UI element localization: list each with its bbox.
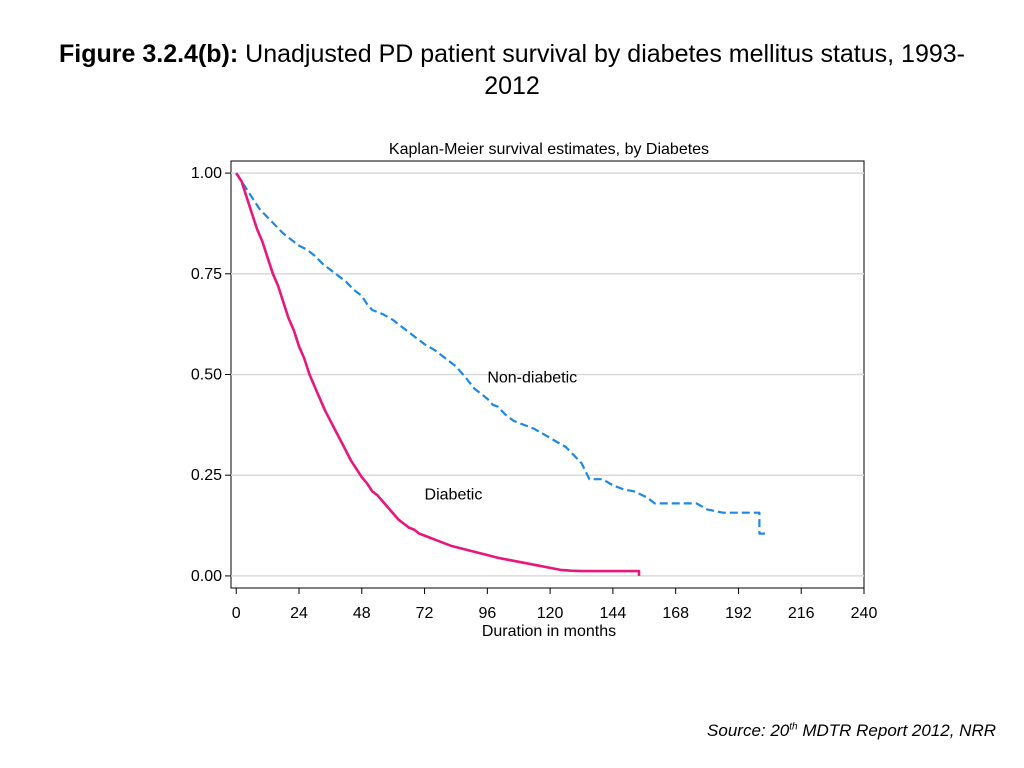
source-note: Source: 20th MDTR Report 2012, NRR (707, 721, 996, 741)
km-survival-chart: 0.00 0.25 0.50 0.75 1.00 0 24 48 72 96 120 144 168 1… (0, 0, 1024, 768)
y-axis: 0.00 0.25 0.50 0.75 1.00 (191, 165, 231, 585)
x-tick-label: 72 (416, 605, 434, 622)
source-superscript: th (789, 721, 797, 732)
x-tick-label: 192 (725, 605, 752, 622)
source-prefix: Source: 20 (707, 721, 789, 740)
x-tick-label: 240 (851, 605, 878, 622)
x-tick-label: 216 (788, 605, 815, 622)
chart-title: Kaplan-Meier survival estimates, by Diab… (389, 141, 709, 158)
series-label-non-diabetic: Non-diabetic (487, 370, 577, 387)
series-label-diabetic: Diabetic (425, 486, 483, 503)
x-tick-label: 96 (478, 605, 496, 622)
x-tick-label: 120 (537, 605, 564, 622)
x-tick-label: 48 (353, 605, 371, 622)
x-tick-label: 24 (290, 605, 308, 622)
x-axis-label: Duration in months (482, 623, 616, 640)
y-tick-label: 0.75 (191, 266, 222, 283)
x-tick-label: 144 (600, 605, 627, 622)
source-suffix: MDTR Report 2012, NRR (798, 721, 996, 740)
x-axis: 0 24 48 72 96 120 144 168 192 216 240 (232, 588, 878, 622)
y-tick-label: 0.50 (191, 367, 222, 384)
y-tick-label: 0.00 (191, 568, 222, 585)
y-tick-label: 1.00 (191, 165, 222, 182)
x-tick-label: 0 (232, 605, 241, 622)
y-tick-label: 0.25 (191, 467, 222, 484)
x-tick-label: 168 (662, 605, 689, 622)
